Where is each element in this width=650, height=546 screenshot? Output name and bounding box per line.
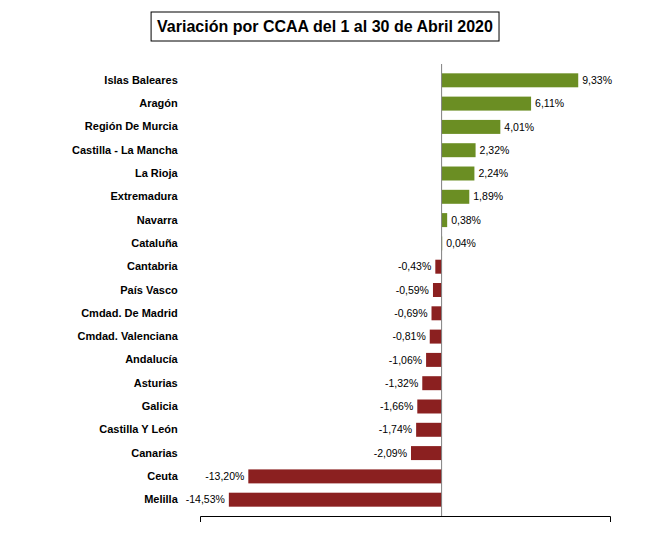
category-label: La Rioja xyxy=(135,167,179,179)
y-axis: Islas Baleares Aragón Región De Murcia Cast… xyxy=(72,74,200,505)
chart-container: 9,33% 6,11%4,01% 2,32% 2,24% 1,89% 0,38% 0,04%… xyxy=(0,0,650,546)
y-tick: Andalucía xyxy=(125,353,200,365)
data-label: 6,11% xyxy=(535,97,564,109)
bar xyxy=(442,190,470,204)
data-label: 4,01% xyxy=(504,121,534,133)
bar xyxy=(411,446,442,460)
chart-svg: 9,33% 6,11%4,01% 2,32% 2,24% 1,89% 0,38% 0,04%… xyxy=(0,0,650,546)
bar xyxy=(442,143,476,157)
bar xyxy=(435,260,441,274)
category-label: Islas Baleares xyxy=(104,74,177,86)
data-label: -13,20% xyxy=(205,470,244,482)
title: Variación por CCAA del 1 al 30 de Abril … xyxy=(157,18,493,35)
y-tick: Galicia xyxy=(142,400,200,412)
bar xyxy=(248,469,441,483)
y-tick: Castilla - La Mancha xyxy=(72,144,200,156)
bar xyxy=(442,120,501,134)
bar xyxy=(426,353,442,367)
y-tick: Melilla xyxy=(144,493,200,505)
y-tick: Asturias xyxy=(134,377,200,389)
category-label: Cmdad. Valenciana xyxy=(77,330,178,342)
y-tick: Ceuta xyxy=(147,470,200,482)
bar xyxy=(442,167,475,181)
y-tick: La Rioja xyxy=(135,167,200,179)
category-label: Cmdad. De Madrid xyxy=(81,307,178,319)
category-label: Castilla Y León xyxy=(99,423,178,435)
y-tick: Cmdad. Valenciana xyxy=(77,330,200,342)
plot-area: 9,33% 6,11%4,01% 2,32% 2,24% 1,89% 0,38% 0,04%… xyxy=(72,64,612,522)
data-label: -1,74% xyxy=(379,423,412,435)
category-label: Galicia xyxy=(142,400,179,412)
category-label: Extremadura xyxy=(110,190,178,202)
data-label: 9,33% xyxy=(582,74,612,86)
bar xyxy=(416,423,441,437)
category-label: Aragón xyxy=(139,97,178,109)
y-tick: Extremadura xyxy=(110,190,200,202)
bar xyxy=(432,306,442,320)
bar xyxy=(229,493,442,507)
data-label: 1,89% xyxy=(473,190,503,202)
category-label: Asturias xyxy=(134,377,178,389)
title-group: Variación por CCAA del 1 al 30 de Abril … xyxy=(151,12,499,41)
data-label: 0,38% xyxy=(451,214,481,226)
data-label: -0,59% xyxy=(396,284,429,296)
zero-line xyxy=(441,64,442,516)
data-label: -0,43% xyxy=(398,260,431,272)
category-label: Castilla - La Mancha xyxy=(72,144,179,156)
data-label: 2,32% xyxy=(480,144,510,156)
y-tick: Castilla Y León xyxy=(99,423,200,435)
category-label: Región De Murcia xyxy=(85,120,179,132)
bar xyxy=(442,73,579,87)
data-label: -2,09% xyxy=(374,447,407,459)
y-tick: Cmdad. De Madrid xyxy=(81,307,200,319)
title-box xyxy=(151,12,499,41)
data-labels: 9,33% 6,11%4,01% 2,32% 2,24% 1,89% 0,38% 0,04%… xyxy=(186,74,612,505)
data-label: -14,53% xyxy=(186,493,225,505)
y-tick: Canarias xyxy=(131,447,200,459)
data-label: -0,81% xyxy=(392,330,425,342)
category-label: Navarra xyxy=(137,214,179,226)
y-tick: Cataluña xyxy=(131,237,200,249)
y-tick: País Vasco xyxy=(120,284,200,296)
bar xyxy=(433,283,442,297)
bar xyxy=(430,330,442,344)
category-label: Canarias xyxy=(131,447,177,459)
y-tick: Navarra xyxy=(137,214,200,226)
bar xyxy=(442,213,448,227)
category-label: Ceuta xyxy=(147,470,178,482)
y-tick: Islas Baleares xyxy=(104,74,200,86)
y-tick: Región De Murcia xyxy=(85,120,200,132)
category-label: País Vasco xyxy=(120,284,178,296)
bar xyxy=(422,376,441,390)
data-label: -0,69% xyxy=(394,307,427,319)
bar xyxy=(417,400,441,414)
data-label: 0,04% xyxy=(446,237,476,249)
y-tick: Cantabria xyxy=(127,260,200,272)
category-label: Cataluña xyxy=(131,237,178,249)
data-label: -1,06% xyxy=(389,354,422,366)
data-label: 2,24% xyxy=(478,167,508,179)
bar xyxy=(442,97,531,111)
category-label: Andalucía xyxy=(125,353,178,365)
category-label: Melilla xyxy=(144,493,179,505)
data-label: -1,32% xyxy=(385,377,418,389)
data-label: -1,66% xyxy=(380,400,413,412)
x-axis-line xyxy=(201,517,611,523)
x-axis xyxy=(201,517,611,523)
category-label: Cantabria xyxy=(127,260,179,272)
bars xyxy=(229,64,578,516)
y-tick: Aragón xyxy=(139,97,200,109)
